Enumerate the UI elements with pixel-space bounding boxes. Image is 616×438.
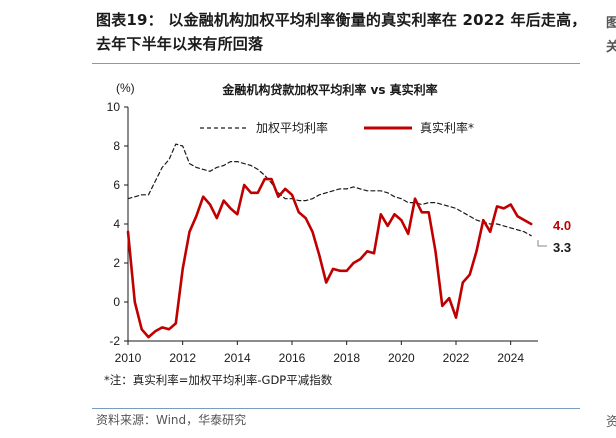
edge-glyph-top: 图 (606, 16, 616, 31)
y-tick-label: 8 (113, 139, 120, 153)
y-tick-label: -2 (109, 334, 120, 348)
end-label-connector (537, 240, 547, 247)
legend-label-real-rate: 真实利率* (420, 120, 474, 135)
end-label-real-rate: 4.0 (553, 218, 571, 233)
source-note: 资料来源：Wind，华泰研究 (96, 413, 247, 427)
series-line-real-rate (126, 177, 533, 339)
series-group (126, 143, 533, 339)
y-tick-label: 4 (113, 217, 120, 231)
y-tick-label: 2 (113, 256, 120, 270)
series-line-weighted-rate (127, 143, 532, 237)
y-axis-label: (%) (116, 81, 135, 95)
axes: 10 8 6 4 2 0 -2 2010 2012 2014 2016 2018 2020 2022 202… (107, 100, 538, 365)
x-tick-label: 2024 (497, 351, 524, 365)
chart-title: 金融机构贷款加权平均利率 vs 真实利率 (221, 82, 437, 97)
x-tick-label: 2012 (169, 351, 196, 365)
end-label-weighted-rate: 3.3 (553, 240, 571, 255)
figure-title: 图表19： 以金融机构加权平均利率衡量的真实利率在 2022 年后走高，去年下半… (96, 11, 587, 53)
chart-footnote: *注：真实利率=加权平均利率-GDP平减指数 (104, 373, 333, 387)
edge-glyph-bottom: 资 (606, 415, 616, 430)
top-rule (92, 63, 580, 64)
x-tick-label: 2010 (115, 351, 142, 365)
y-tick-label: 0 (113, 295, 120, 309)
legend-label-weighted-rate: 加权平均利率 (256, 120, 328, 135)
x-tick-label: 2016 (279, 351, 306, 365)
bottom-rule (92, 408, 580, 409)
y-tick-label: 10 (107, 100, 121, 114)
x-tick-label: 2014 (224, 351, 251, 365)
legend: 加权平均利率 真实利率* (200, 120, 474, 135)
y-tick-label: 6 (113, 178, 120, 192)
x-tick-label: 2020 (388, 351, 415, 365)
x-tick-label: 2018 (333, 351, 360, 365)
x-tick-label: 2022 (443, 351, 470, 365)
edge-glyph-mid: 关 (606, 40, 616, 55)
